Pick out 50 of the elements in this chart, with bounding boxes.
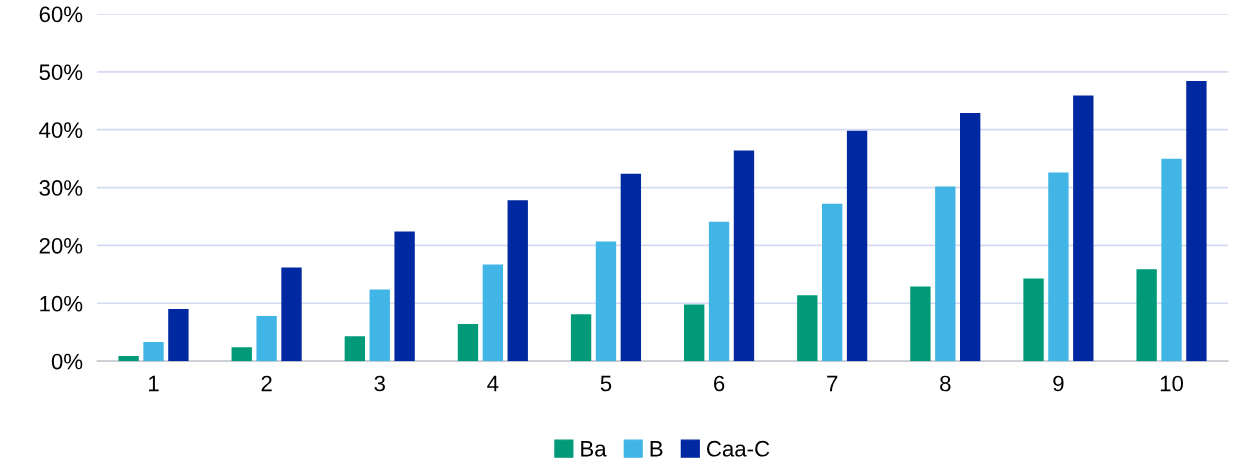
x-tick-label: 1 xyxy=(149,375,159,392)
bar xyxy=(733,150,755,362)
bar xyxy=(1073,95,1094,362)
x-tick-label: 6 xyxy=(714,375,725,392)
x-tick-label: 2 xyxy=(261,375,272,392)
bar xyxy=(143,342,164,362)
bar xyxy=(369,289,390,362)
x-tick-label: 4 xyxy=(487,375,499,392)
bar xyxy=(457,324,479,362)
bar xyxy=(344,336,366,362)
bar xyxy=(507,200,528,362)
bar xyxy=(935,186,956,362)
bar xyxy=(256,316,277,362)
bar xyxy=(1186,81,1207,362)
y-tick-label: 60% xyxy=(39,6,83,23)
bar xyxy=(960,112,981,362)
bar xyxy=(620,173,642,362)
bar xyxy=(1023,278,1044,362)
bar xyxy=(708,221,730,362)
x-tick-label: 7 xyxy=(827,375,838,392)
legend-label: B xyxy=(650,441,663,457)
y-tick-label: 50% xyxy=(39,64,83,81)
bar xyxy=(822,203,843,362)
x-tick-label: 9 xyxy=(1053,375,1064,392)
y-tick-label: 10% xyxy=(40,295,83,312)
legend-label: Caa-C xyxy=(706,440,770,457)
legend-label: Ba xyxy=(581,441,607,457)
bar xyxy=(570,314,592,362)
bar xyxy=(797,295,818,362)
bar xyxy=(482,264,504,362)
y-tick-label: 40% xyxy=(39,122,83,138)
bar xyxy=(118,355,139,362)
bar xyxy=(684,304,705,362)
y-tick-label: 0% xyxy=(51,353,83,370)
x-tick-label: 10 xyxy=(1160,375,1184,392)
x-tick-label: 5 xyxy=(600,375,612,392)
bar xyxy=(595,241,617,362)
bar xyxy=(910,286,931,362)
bar xyxy=(1161,158,1182,362)
y-tick-label: 30% xyxy=(39,180,83,196)
x-tick-label: 3 xyxy=(374,375,385,392)
bar xyxy=(394,231,415,362)
bar xyxy=(231,347,252,362)
bar xyxy=(1136,269,1157,362)
bar xyxy=(168,309,189,362)
bar xyxy=(1048,172,1069,362)
x-tick-label: 8 xyxy=(940,375,951,392)
y-tick-label: 20% xyxy=(39,237,83,254)
bar xyxy=(281,267,302,362)
bar xyxy=(846,130,868,362)
